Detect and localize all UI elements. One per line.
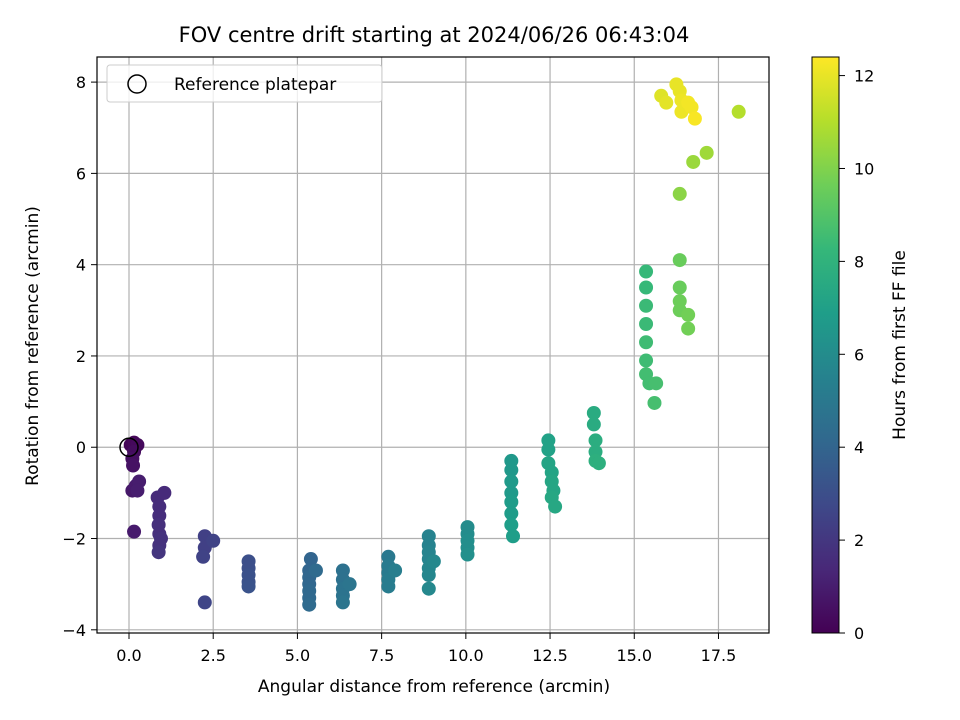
data-point: [241, 579, 256, 594]
reference-marker: [119, 437, 139, 457]
data-point: [504, 506, 519, 521]
data-point: [586, 417, 601, 432]
y-tick-label: −2: [62, 530, 86, 549]
data-point: [308, 563, 323, 578]
y-tick-label: 4: [76, 256, 86, 275]
data-point: [672, 186, 687, 201]
data-point: [335, 595, 350, 610]
data-point: [426, 554, 441, 569]
data-point: [197, 595, 212, 610]
x-tick-label: 7.5: [369, 646, 394, 665]
data-point: [504, 463, 519, 478]
data-point: [302, 597, 317, 612]
data-point: [506, 529, 520, 544]
data-point: [157, 485, 172, 500]
data-point: [588, 433, 603, 448]
y-axis-ticks: −4 −2 0 2 4 6 8: [62, 73, 97, 640]
data-point: [684, 100, 699, 115]
y-tick-label: 0: [76, 438, 86, 457]
colorbar-tick-label: 10: [854, 159, 874, 178]
data-point: [421, 568, 436, 583]
x-tick-label: 15.0: [616, 646, 652, 665]
data-point: [639, 280, 654, 295]
x-tick-label: 2.5: [200, 646, 225, 665]
data-point: [196, 549, 211, 564]
data-point: [460, 547, 475, 562]
colorbar-tick-label: 2: [854, 531, 864, 550]
x-axis-ticks: 0.0 2.5 5.0 7.5 10.0 12.5 15.0 17.5: [116, 633, 736, 665]
data-points: [119, 77, 746, 612]
data-point: [687, 111, 702, 126]
colorbar-tick-label: 12: [854, 67, 874, 86]
x-tick-label: 17.5: [701, 646, 737, 665]
data-point: [639, 335, 654, 350]
plot-area: [96, 56, 770, 634]
colorbar-tick-label: 0: [854, 624, 864, 643]
colorbar-gradient: [811, 56, 840, 634]
data-point: [731, 104, 746, 119]
legend-label-reference: Reference platepar: [174, 75, 336, 95]
data-point: [388, 563, 403, 578]
data-point: [381, 579, 396, 594]
data-point: [672, 253, 687, 268]
y-tick-label: −4: [62, 621, 86, 640]
data-point: [541, 442, 556, 457]
colorbar-tick-label: 6: [854, 345, 864, 364]
colorbar-label: Hours from first FF file: [890, 250, 910, 440]
data-point: [639, 317, 654, 332]
grid-lines: [97, 57, 769, 633]
x-tick-label: 0.0: [116, 646, 141, 665]
data-point: [649, 376, 664, 391]
y-tick-label: 2: [76, 347, 86, 366]
data-point: [206, 533, 221, 548]
data-point: [504, 517, 519, 532]
data-point: [126, 458, 141, 473]
legend-marker-reference: [127, 74, 147, 94]
x-axis-label: Angular distance from reference (arcmin): [258, 677, 610, 697]
data-point: [303, 552, 318, 567]
x-tick-label: 5.0: [285, 646, 310, 665]
data-point: [639, 298, 654, 313]
data-point: [647, 395, 662, 410]
data-point: [504, 495, 519, 510]
y-tick-label: 8: [76, 73, 86, 92]
colorbar-tick-label: 4: [854, 438, 864, 457]
legend: Reference platepar: [106, 64, 383, 103]
colorbar-ticks: 0 2 4 6 8 10 12: [839, 67, 874, 643]
x-tick-label: 12.5: [532, 646, 568, 665]
data-point: [548, 499, 563, 514]
data-point: [639, 353, 654, 368]
data-point: [681, 307, 696, 322]
x-tick-label: 10.0: [448, 646, 484, 665]
colorbar-tick-label: 8: [854, 252, 864, 271]
data-point: [130, 483, 145, 498]
y-tick-label: 6: [76, 164, 86, 183]
data-point: [686, 154, 701, 169]
y-axis-label: Rotation from reference (arcmin): [23, 206, 43, 486]
data-point: [342, 577, 357, 592]
data-point: [421, 581, 436, 596]
legend-box: [106, 64, 383, 103]
data-point: [659, 95, 674, 110]
data-point: [699, 145, 714, 160]
data-point: [672, 280, 687, 295]
data-point: [681, 321, 696, 336]
data-point: [586, 406, 601, 421]
chart-title: FOV centre drift starting at 2024/06/26 …: [179, 23, 690, 47]
data-point: [151, 545, 166, 560]
data-point: [504, 474, 519, 489]
colorbar: 0 2 4 6 8 10 12 Hours from first FF file: [811, 56, 910, 643]
data-point: [591, 456, 606, 471]
data-point: [127, 524, 142, 539]
data-point: [639, 264, 654, 279]
